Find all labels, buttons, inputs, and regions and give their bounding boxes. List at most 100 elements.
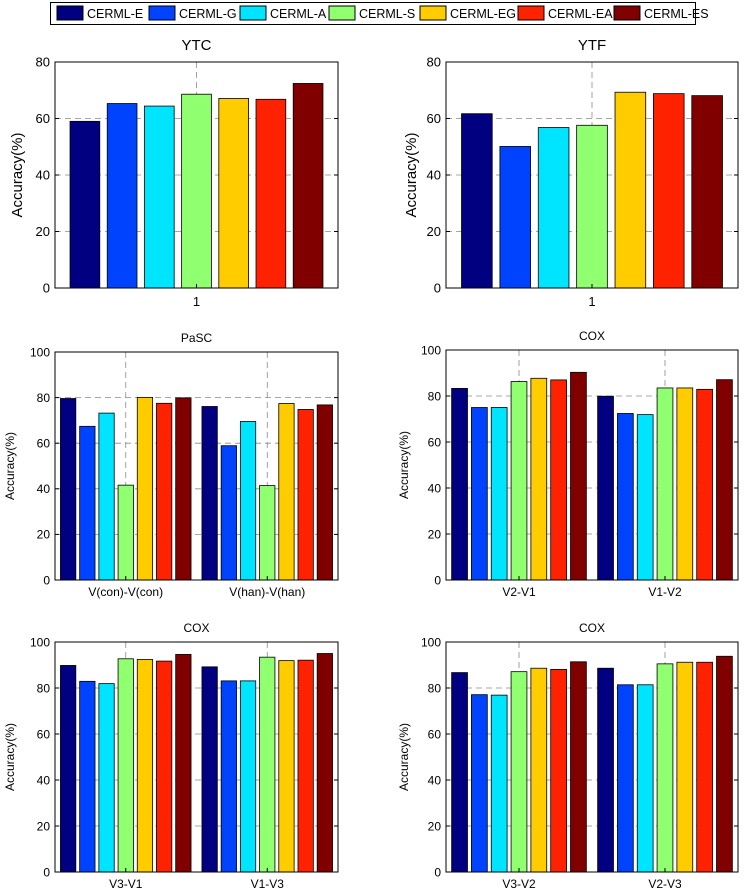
y-tick-label: 80: [428, 389, 442, 403]
x-category-label: V1-V2: [648, 585, 682, 599]
bar: [239, 421, 257, 581]
legend-label: CERML-E: [87, 7, 143, 21]
bar: [181, 93, 212, 289]
bar: [576, 124, 608, 289]
legend-swatch: [56, 5, 84, 21]
y-tick-label: 40: [428, 481, 442, 495]
bar: [617, 413, 634, 581]
y-tick-label: 60: [37, 727, 51, 741]
y-tick-label: 80: [428, 681, 442, 695]
y-tick-label: 0: [434, 281, 441, 296]
x-category-label: V(han)-V(han): [229, 585, 305, 599]
bar: [117, 484, 134, 581]
legend-label: CERML-S: [359, 7, 415, 21]
plot-area: [55, 642, 338, 872]
y-axis-label: Accuracy(%): [3, 723, 17, 791]
bar: [490, 407, 508, 581]
bar: [617, 684, 634, 873]
bar: [69, 120, 101, 289]
bar: [106, 103, 138, 289]
bar: [259, 485, 276, 581]
bar: [136, 659, 154, 873]
chart-title: YTC: [182, 37, 212, 54]
y-tick-label: 20: [427, 224, 441, 239]
bar: [614, 91, 647, 289]
bar: [297, 659, 314, 873]
bar: [255, 98, 287, 289]
bar: [98, 683, 115, 873]
chart-title: COX: [579, 621, 605, 635]
y-tick-label: 60: [427, 111, 441, 126]
bar: [499, 146, 531, 289]
bar: [316, 653, 333, 873]
legend-label: CERML-A: [270, 7, 327, 21]
legend-swatch: [328, 5, 356, 21]
y-tick-label: 0: [43, 865, 50, 879]
bar: [292, 83, 324, 289]
bar: [530, 667, 548, 873]
bar: [653, 93, 685, 289]
bar: [144, 105, 175, 289]
legend-swatch: [148, 5, 176, 21]
y-tick-label: 60: [36, 111, 50, 126]
x-category-label: V2-V3: [648, 877, 682, 890]
plot-area: [446, 642, 738, 872]
bar: [136, 396, 154, 581]
axes-frame: [54, 641, 339, 873]
bar: [218, 98, 249, 289]
legend-label: CERML-EG: [450, 7, 516, 21]
chart-title: COX: [183, 621, 209, 635]
bar: [156, 660, 173, 873]
bar: [98, 412, 115, 581]
y-tick-label: 0: [434, 573, 441, 587]
bar: [220, 445, 237, 581]
legend-swatch: [419, 5, 447, 21]
chart-panel: 0 20 40 60 80 100 V3-V1 V1-V3 COX Accuracy(%): [3, 621, 339, 890]
x-category-label: V3-V2: [502, 877, 536, 890]
chart-panel: 0 20 40 60 80 1 YTC Accuracy(%): [9, 37, 339, 309]
bar: [471, 694, 488, 873]
bar: [278, 403, 295, 581]
y-axis-label: Accuracy(%): [397, 431, 411, 499]
y-tick-label: 40: [37, 482, 51, 496]
y-tick-label: 100: [421, 635, 441, 649]
y-axis-label: Accuracy(%): [397, 723, 411, 791]
legend-label: CERML-G: [179, 7, 237, 21]
legend-swatch: [613, 5, 641, 21]
y-tick-label: 100: [30, 635, 50, 649]
chart-panel: 0 20 40 60 80 1 YTF Accuracy(%): [403, 37, 739, 309]
bar: [570, 371, 587, 581]
y-tick-label: 80: [37, 391, 51, 405]
y-tick-label: 80: [37, 681, 51, 695]
bar: [220, 680, 237, 873]
y-tick-label: 40: [427, 168, 441, 183]
bar: [490, 694, 508, 873]
legend-swatch: [239, 5, 267, 21]
x-category-label: V(con)-V(con): [88, 585, 163, 599]
axes-frame: [445, 349, 739, 581]
y-tick-label: 0: [434, 865, 441, 879]
chart-panel: 0 20 40 60 80 100 V2-V1 V1-V2 COX Accuracy(%): [397, 329, 739, 599]
chart-title: PaSC: [181, 331, 213, 345]
y-axis-label: Accuracy(%): [403, 132, 420, 217]
chart-title: COX: [579, 329, 605, 343]
y-tick-label: 60: [37, 437, 51, 451]
x-category-label: V1-V3: [251, 877, 285, 890]
y-tick-label: 20: [428, 527, 442, 541]
y-tick-label: 80: [427, 55, 441, 70]
bar: [156, 402, 173, 581]
y-axis-label: Accuracy(%): [9, 132, 26, 217]
bar: [175, 397, 192, 581]
plot-area: [446, 350, 738, 580]
legend-swatch: [517, 5, 545, 21]
plot-area: [55, 352, 338, 580]
axes-frame: [445, 641, 739, 873]
chart-title: YTF: [578, 37, 606, 54]
y-tick-label: 100: [421, 343, 441, 357]
bar: [510, 671, 528, 873]
y-tick-label: 40: [37, 773, 51, 787]
y-tick-label: 20: [37, 528, 51, 542]
bar: [550, 668, 567, 873]
bar: [537, 127, 570, 289]
bar: [696, 388, 713, 581]
